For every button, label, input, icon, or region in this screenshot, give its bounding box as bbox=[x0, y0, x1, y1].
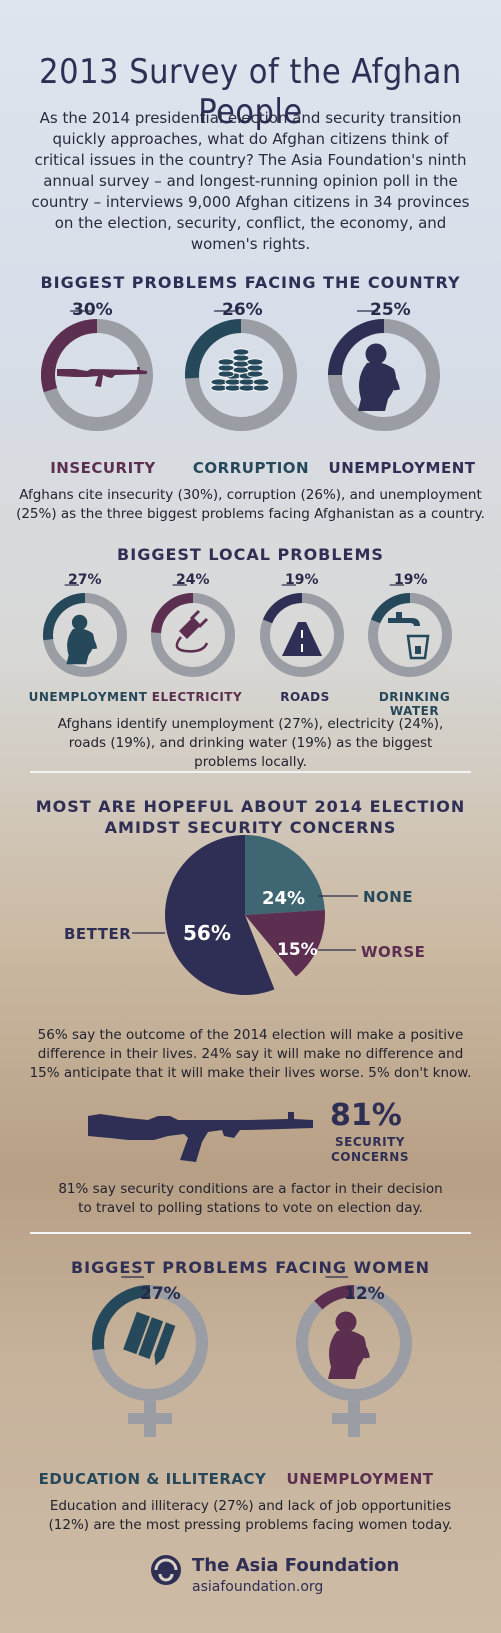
footer-org: The Asia Foundation bbox=[192, 1555, 400, 1576]
security-label-2: CONCERNS bbox=[331, 1150, 409, 1164]
rifle-icon bbox=[57, 367, 147, 387]
women-ring-2 bbox=[296, 1276, 412, 1401]
women-ring-2-fill bbox=[314, 1285, 355, 1310]
pie-slice-none bbox=[245, 835, 325, 915]
women-label-unemployment: UNEMPLOYMENT bbox=[286, 1470, 434, 1488]
national-summary: Afghans cite insecurity (30%), corruptio… bbox=[16, 487, 485, 522]
women-pct-1: 27% bbox=[140, 1284, 181, 1304]
female-symbol-icon bbox=[128, 1401, 172, 1437]
crouching-person-icon bbox=[66, 614, 98, 665]
local-label-unemployment: UNEMPLOYMENT bbox=[28, 690, 148, 704]
crouching-person-icon bbox=[328, 1311, 370, 1379]
national-label-unemployment: UNEMPLOYMENT bbox=[328, 459, 476, 477]
page-title: 2013 Survey of the Afghan People bbox=[39, 52, 462, 132]
local-pct-3: 19% bbox=[285, 572, 319, 588]
local-ring-2 bbox=[151, 584, 235, 677]
local-ring-4-fill bbox=[370, 593, 411, 624]
security-label-1: SECURITY bbox=[335, 1135, 405, 1149]
footer-url[interactable]: asiafoundation.org bbox=[192, 1579, 324, 1595]
women-ring-1-fill bbox=[92, 1285, 151, 1351]
national-ring-3-fill bbox=[328, 319, 385, 376]
pie-legend-worse: WORSE bbox=[361, 943, 426, 961]
women-summary: Education and illiteracy (27%) and lack … bbox=[48, 1498, 453, 1533]
election-summary: 56% say the outcome of the 2014 election… bbox=[29, 1027, 472, 1081]
pie-legend-none: NONE bbox=[363, 888, 414, 906]
local-ring-2-fill bbox=[151, 593, 194, 634]
local-label-roads: ROADS bbox=[280, 690, 330, 704]
local-heading: BIGGEST LOCAL PROBLEMS bbox=[117, 545, 384, 564]
local-ring-3-fill bbox=[262, 593, 303, 624]
local-pct-4: 19% bbox=[394, 572, 428, 588]
local-ring-4 bbox=[368, 584, 452, 677]
local-label-drinking-water: DRINKING WATER bbox=[378, 690, 451, 718]
road-icon bbox=[282, 622, 322, 656]
local-label-electricity: ELECTRICITY bbox=[151, 690, 243, 704]
female-symbol-icon bbox=[332, 1401, 376, 1437]
local-ring-3 bbox=[260, 584, 344, 677]
pie-label-none: 24% bbox=[262, 888, 306, 909]
election-heading-line2: AMIDST SECURITY CONCERNS bbox=[104, 818, 397, 837]
national-label-corruption: CORRUPTION bbox=[192, 459, 310, 477]
national-ring-2-fill bbox=[185, 319, 242, 379]
local-ring-1-fill bbox=[43, 593, 86, 641]
asia-foundation-logo-icon bbox=[151, 1555, 181, 1585]
rifle-large-icon bbox=[88, 1112, 313, 1162]
national-heading: BIGGEST PROBLEMS FACING THE COUNTRY bbox=[40, 273, 461, 292]
local-ring-1 bbox=[43, 584, 127, 677]
local-pct-2: 24% bbox=[176, 572, 210, 588]
plug-icon bbox=[175, 609, 209, 653]
women-pct-2: 12% bbox=[344, 1284, 385, 1304]
intro-text: As the 2014 presidential election and se… bbox=[31, 109, 470, 253]
local-pct-1: 27% bbox=[68, 572, 102, 588]
pie-label-better: 56% bbox=[183, 921, 231, 945]
women-ring-1 bbox=[92, 1276, 208, 1401]
national-ring-3 bbox=[328, 310, 440, 431]
pie-label-worse: 15% bbox=[277, 940, 318, 960]
coins-icon bbox=[210, 348, 270, 392]
faucet-icon bbox=[388, 612, 430, 660]
national-ring-1-fill bbox=[41, 319, 98, 393]
national-ring-2 bbox=[185, 310, 297, 431]
national-pct-1: 30% bbox=[72, 300, 113, 320]
books-icon bbox=[123, 1311, 176, 1366]
divider-1 bbox=[30, 771, 471, 773]
national-label-insecurity: INSECURITY bbox=[50, 459, 156, 477]
women-heading: BIGGEST PROBLEMS FACING WOMEN bbox=[70, 1258, 431, 1277]
national-pct-2: 26% bbox=[222, 300, 263, 320]
national-ring-1 bbox=[41, 310, 153, 431]
pie-legend-better: BETTER bbox=[64, 925, 132, 943]
pie-slice-better bbox=[165, 835, 275, 995]
women-label-education: EDUCATION & ILLITERACY bbox=[38, 1470, 267, 1488]
election-heading-line1: MOST ARE HOPEFUL ABOUT 2014 ELECTION bbox=[35, 797, 466, 816]
local-summary: Afghans identify unemployment (27%), ele… bbox=[57, 716, 444, 770]
crouching-person-icon bbox=[358, 343, 400, 411]
security-summary: 81% say security conditions are a factor… bbox=[58, 1181, 443, 1216]
security-pct: 81% bbox=[330, 1098, 402, 1133]
pie-slice-worse bbox=[245, 909, 325, 977]
national-pct-3: 25% bbox=[370, 300, 411, 320]
divider-2 bbox=[30, 1232, 471, 1234]
